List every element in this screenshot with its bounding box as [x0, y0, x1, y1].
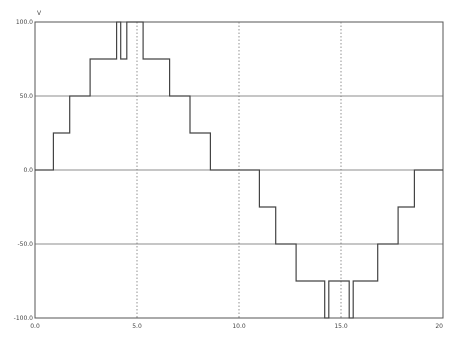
x-tick-label: 0.0	[30, 323, 40, 330]
y-axis-unit-label: V	[37, 10, 42, 17]
x-tick-label: 5.0	[132, 323, 142, 330]
x-tick-label: 10.0	[232, 323, 246, 330]
series-layer	[35, 21, 443, 319]
y-tick-label: 100.0	[16, 19, 33, 26]
x-tick-label: 20	[435, 323, 443, 330]
y-tick-labels: 100.0 50.0 0.0 -50.0 -100.0	[14, 19, 34, 322]
x-tick-labels: 0.0 5.0 10.0 15.0 20	[30, 323, 443, 330]
y-tick-label: -50.0	[17, 241, 33, 248]
y-tick-label: -100.0	[14, 315, 34, 322]
x-tick-label: 15.0	[334, 323, 348, 330]
y-tick-label: 50.0	[20, 93, 34, 100]
series-line-0	[35, 21, 443, 319]
y-tick-label: 0.0	[23, 167, 33, 174]
